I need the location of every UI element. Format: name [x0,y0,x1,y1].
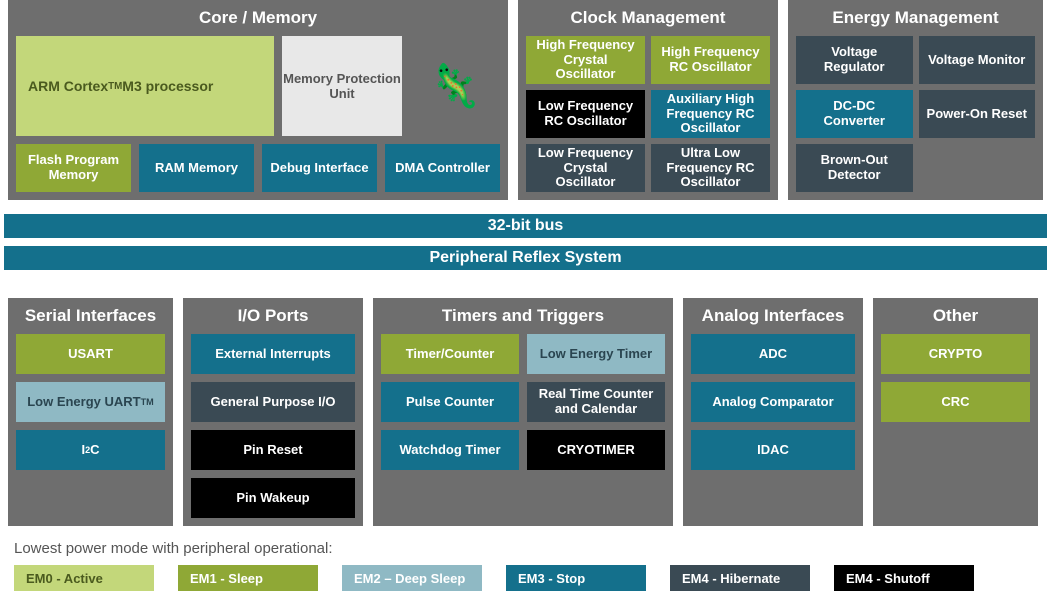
clock-management-panel: Clock Management High Frequency Crystal … [518,0,778,200]
gecko-icon: 🦎 [410,36,500,136]
other-panel: Other CRYPTO CRC [873,298,1038,526]
block: Timer/Counter [381,334,519,374]
analog-title: Analog Interfaces [691,306,855,326]
energy-grid: Voltage RegulatorVoltage MonitorDC-DC Co… [796,36,1035,192]
legend-item: EM4 - Shutoff [834,565,974,591]
core-title: Core / Memory [16,8,500,28]
bus-connectors-bottom [0,270,1051,284]
block: Ultra Low Frequency RC Oscillator [651,144,770,192]
io-title: I/O Ports [191,306,355,326]
bus-prs: Peripheral Reflex System [4,246,1047,270]
block: CRC [881,382,1030,422]
legend-item: EM4 - Hibernate [670,565,810,591]
bottom-row: Serial Interfaces USART Low Energy UARTTM… [0,298,1051,526]
legend-item: EM1 - Sleep [178,565,318,591]
io-stack: External Interrupts General Purpose I/O Pi… [191,334,355,518]
core-memory-panel: Core / Memory ARM CortexTM M3 processor … [8,0,508,200]
legend-item: EM3 - Stop [506,565,646,591]
block: I2C [16,430,165,470]
block: CRYOTIMER [527,430,665,470]
block-diagram: Core / Memory ARM CortexTM M3 processor … [0,0,1051,601]
block: External Interrupts [191,334,355,374]
block: USART [16,334,165,374]
legend-item: EM0 - Active [14,565,154,591]
block: Low Energy UARTTM [16,382,165,422]
top-row: Core / Memory ARM CortexTM M3 processor … [0,0,1051,200]
block: Pin Reset [191,430,355,470]
block: ADC [691,334,855,374]
block: DC-DC Converter [796,90,913,138]
block: Real Time Counter and Calendar [527,382,665,422]
legend-row: EM0 - Active EM1 - Sleep EM2 – Deep Sleep E… [0,565,1051,601]
arm-cortex-block: ARM CortexTM M3 processor [16,36,274,136]
serial-interfaces-panel: Serial Interfaces USART Low Energy UARTTM… [8,298,173,526]
legend-item: EM2 – Deep Sleep [342,565,482,591]
bus-32bit: 32-bit bus [4,214,1047,238]
block: Voltage Regulator [796,36,913,84]
timers-grid: Timer/CounterLow Energy TimerPulse Count… [381,334,665,470]
block: Pin Wakeup [191,478,355,518]
timers-triggers-panel: Timers and Triggers Timer/CounterLow Ene… [373,298,673,526]
block: Pulse Counter [381,382,519,422]
serial-title: Serial Interfaces [16,306,165,326]
block: High Frequency RC Oscillator [651,36,770,84]
block: General Purpose I/O [191,382,355,422]
block: IDAC [691,430,855,470]
block: Brown-Out Detector [796,144,913,192]
core-top-row: ARM CortexTM M3 processor Memory Protect… [16,36,500,136]
block: Flash Program Memory [16,144,131,192]
block: CRYPTO [881,334,1030,374]
legend-caption: Lowest power mode with peripheral operat… [14,540,1051,557]
io-ports-panel: I/O Ports External Interrupts General Pur… [183,298,363,526]
block: Analog Comparator [691,382,855,422]
clock-title: Clock Management [526,8,770,28]
energy-management-panel: Energy Management Voltage RegulatorVolta… [788,0,1043,200]
block: Voltage Monitor [919,36,1036,84]
block: DMA Controller [385,144,500,192]
other-stack: CRYPTO CRC [881,334,1030,422]
energy-title: Energy Management [796,8,1035,28]
block: Watchdog Timer [381,430,519,470]
core-bottom-row: Flash Program MemoryRAM MemoryDebug Inte… [16,144,500,192]
block: High Frequency Crystal Oscillator [526,36,645,84]
analog-stack: ADC Analog Comparator IDAC [691,334,855,470]
analog-interfaces-panel: Analog Interfaces ADC Analog Comparator ID… [683,298,863,526]
block: Low Frequency RC Oscillator [526,90,645,138]
block: Low Frequency Crystal Oscillator [526,144,645,192]
clock-grid: High Frequency Crystal OscillatorHigh Fr… [526,36,770,192]
block: Debug Interface [262,144,377,192]
block: Power-On Reset [919,90,1036,138]
bus-connectors-top [0,200,1051,214]
block: Low Energy Timer [527,334,665,374]
memory-protection-unit-block: Memory Protection Unit [282,36,402,136]
other-title: Other [881,306,1030,326]
timers-title: Timers and Triggers [381,306,665,326]
serial-stack: USART Low Energy UARTTM I2C [16,334,165,470]
block: RAM Memory [139,144,254,192]
block: Auxiliary High Frequency RC Oscillator [651,90,770,138]
